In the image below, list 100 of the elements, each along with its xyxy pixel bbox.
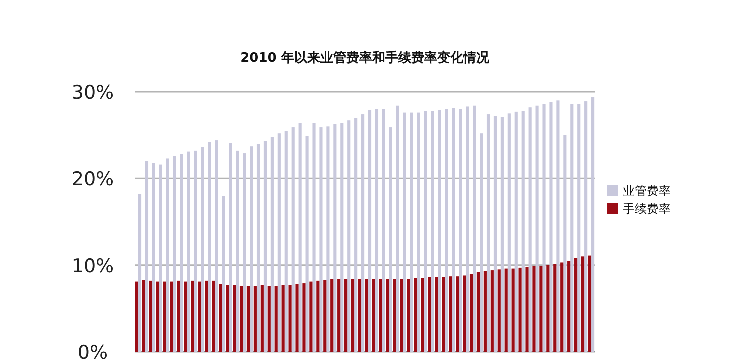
- bar: [173, 156, 176, 352]
- bar: [554, 264, 557, 352]
- bar: [449, 276, 452, 352]
- bar: [542, 104, 546, 352]
- bar: [375, 109, 379, 352]
- bar: [588, 256, 592, 352]
- bar: [462, 276, 466, 352]
- bar: [354, 118, 358, 352]
- bar: [452, 108, 456, 352]
- bar: [514, 112, 518, 352]
- bar: [556, 100, 560, 352]
- bar: [250, 146, 254, 352]
- bar: [389, 128, 392, 352]
- bar: [316, 280, 320, 352]
- bar: [494, 116, 498, 352]
- bar: [282, 285, 285, 352]
- bar: [581, 256, 585, 352]
- bar: [504, 268, 508, 352]
- bar: [268, 286, 271, 352]
- bar: [546, 265, 550, 352]
- bar: [484, 271, 487, 352]
- bar: [358, 279, 362, 352]
- bar: [256, 144, 260, 352]
- bar: [177, 280, 180, 352]
- bar: [201, 147, 204, 352]
- legend-label: 手续费率: [623, 202, 671, 216]
- bar: [459, 109, 462, 352]
- bar: [292, 128, 295, 352]
- bar: [226, 285, 230, 352]
- bar: [149, 280, 152, 352]
- bar: [528, 108, 532, 352]
- bar: [159, 164, 162, 352]
- bar: [246, 286, 250, 352]
- bar: [184, 282, 188, 352]
- bar: [424, 111, 428, 352]
- bar: [264, 141, 268, 352]
- y-tick-label: 20%: [72, 168, 114, 191]
- bar: [368, 110, 372, 352]
- bar: [232, 285, 236, 352]
- bar: [550, 102, 553, 352]
- y-tick-label: 30%: [72, 82, 114, 104]
- bar: [522, 111, 525, 352]
- bar: [584, 102, 588, 352]
- bar: [351, 279, 355, 352]
- bar: [442, 277, 446, 352]
- bar: [508, 114, 511, 352]
- bar: [518, 268, 522, 352]
- bar: [288, 285, 292, 352]
- bar: [156, 282, 160, 352]
- bar: [386, 279, 390, 352]
- bar: [187, 152, 190, 352]
- bar: [348, 120, 351, 352]
- bar: [379, 279, 382, 352]
- bar: [170, 282, 174, 352]
- bar: [270, 137, 274, 352]
- bar: [198, 282, 202, 352]
- bar: [229, 143, 232, 352]
- bar: [560, 262, 564, 352]
- bar: [145, 161, 149, 352]
- bar: [396, 106, 400, 352]
- bar: [428, 277, 432, 352]
- bar: [570, 104, 574, 352]
- bar: [512, 268, 515, 352]
- bar: [135, 282, 138, 352]
- bar: [166, 158, 170, 352]
- bar: [382, 109, 386, 352]
- bar: [407, 279, 410, 352]
- bar: [421, 278, 424, 352]
- bar: [215, 140, 218, 352]
- bar: [236, 150, 240, 352]
- bar: [456, 276, 460, 352]
- bar: [344, 279, 348, 352]
- bar: [240, 286, 244, 352]
- bar: [578, 104, 581, 352]
- bar: [254, 286, 257, 352]
- bar: [486, 114, 490, 352]
- bar: [526, 267, 529, 352]
- bar: [400, 279, 404, 352]
- bar: [222, 196, 226, 352]
- bar: [445, 109, 448, 352]
- bar: [324, 280, 327, 352]
- bar: [403, 112, 406, 352]
- bar: [334, 124, 337, 352]
- bar: [470, 274, 474, 352]
- bar: [372, 279, 376, 352]
- bar: [410, 112, 414, 352]
- bar: [466, 106, 470, 352]
- bar: [417, 112, 420, 352]
- bar: [212, 280, 216, 352]
- bar: [260, 285, 264, 352]
- bar: [414, 278, 418, 352]
- bar: [180, 154, 184, 352]
- bar: [473, 106, 476, 352]
- bar: [340, 123, 344, 352]
- y-tick-label: 10%: [72, 255, 114, 278]
- bar: [393, 279, 396, 352]
- bar: [274, 286, 278, 352]
- bar: [592, 97, 595, 352]
- bar: [194, 150, 198, 352]
- bar: [310, 282, 313, 352]
